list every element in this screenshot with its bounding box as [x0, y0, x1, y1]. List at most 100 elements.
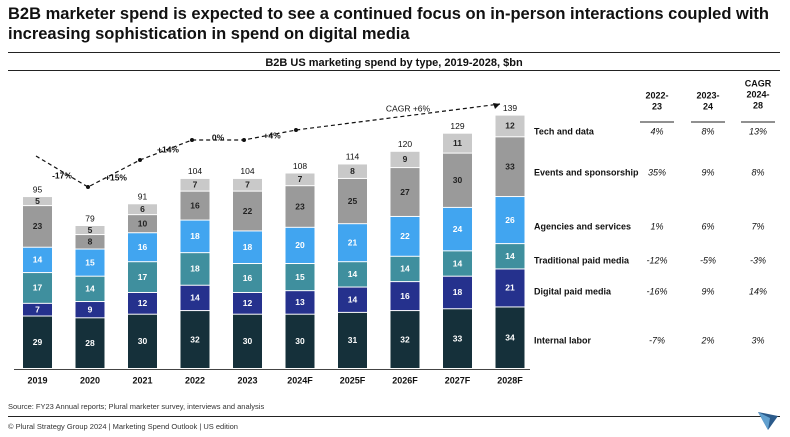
bar-value-label: 34 — [505, 332, 515, 342]
bar-value-label: 24 — [453, 224, 463, 234]
bar-segment — [495, 137, 525, 197]
growth-header: 2023- — [696, 90, 719, 100]
bar-segment — [443, 133, 472, 153]
growth-header: 2024- — [746, 89, 769, 99]
bar-segment — [443, 276, 472, 309]
bar-segment — [495, 244, 525, 269]
bar-segment — [233, 292, 262, 314]
bar-total-label: 104 — [188, 166, 202, 176]
bar-value-label: 8 — [350, 166, 355, 176]
bar-segment — [443, 251, 472, 276]
growth-value: -12% — [646, 255, 667, 265]
growth-value: 9% — [701, 286, 714, 296]
subtitle-divider — [8, 70, 780, 71]
x-tick-label: 2028F — [497, 375, 523, 385]
bar-segment — [443, 153, 472, 207]
bar-segment — [233, 178, 262, 191]
bar-value-label: 14 — [348, 294, 358, 304]
bar-value-label: 14 — [190, 293, 200, 303]
bar-value-label: 13 — [295, 297, 305, 307]
bar-value-label: 28 — [85, 338, 95, 348]
legend-label: Internal labor — [534, 335, 592, 345]
bar-value-label: 32 — [400, 334, 410, 344]
bar-segment — [75, 318, 105, 368]
bar-value-label: 30 — [243, 336, 253, 346]
bar-value-label: 27 — [400, 187, 410, 197]
bar-segment — [23, 273, 52, 303]
bar-total-label: 129 — [450, 121, 464, 131]
bar-segment — [75, 249, 105, 276]
trend-point — [294, 128, 298, 132]
x-tick-label: 2019 — [27, 375, 47, 385]
bar-value-label: 14 — [348, 269, 358, 279]
title-divider — [8, 52, 780, 53]
trend-point — [86, 185, 90, 189]
bar-segment — [180, 253, 210, 285]
bar-value-label: 15 — [295, 272, 305, 282]
bar-value-label: 18 — [190, 264, 200, 274]
bar-value-label: 33 — [505, 161, 515, 171]
bar-total-label: 91 — [138, 192, 148, 202]
bar-segment — [495, 197, 525, 244]
bar-value-label: 17 — [33, 283, 43, 293]
bar-value-label: 11 — [453, 138, 462, 148]
bar-value-label: 29 — [33, 337, 43, 347]
bar-segment — [23, 197, 52, 206]
growth-value: 7% — [751, 221, 764, 231]
bar-segment — [338, 224, 367, 262]
bar-value-label: 30 — [138, 336, 148, 346]
x-tick-label: 2025F — [340, 375, 366, 385]
bar-value-label: 10 — [138, 218, 148, 228]
bar-value-label: 17 — [138, 272, 148, 282]
bar-segment — [338, 287, 367, 312]
bar-value-label: 32 — [190, 334, 200, 344]
bar-value-label: 9 — [403, 154, 408, 164]
bar-total-label: 104 — [240, 166, 254, 176]
bar-value-label: 12 — [243, 298, 253, 308]
bar-value-label: 16 — [243, 273, 253, 283]
x-tick-label: 2027F — [445, 375, 471, 385]
bar-value-label: 14 — [85, 284, 95, 294]
bar-value-label: 16 — [190, 200, 200, 210]
bar-segment — [338, 178, 367, 224]
bar-value-label: 14 — [400, 264, 410, 274]
bar-segment — [128, 215, 157, 233]
bar-segment — [495, 307, 525, 368]
plural-logo-icon — [756, 410, 780, 437]
bar-segment — [233, 231, 262, 264]
bar-segment — [338, 262, 367, 287]
bar-value-label: 30 — [295, 336, 305, 346]
bar-total-label: 108 — [293, 161, 307, 171]
bar-segment — [75, 235, 105, 249]
bar-segment — [390, 151, 420, 168]
growth-value: 13% — [749, 126, 767, 136]
trend-annotation: -17% — [52, 170, 72, 180]
bar-segment — [285, 264, 315, 291]
footer-text: © Plural Strategy Group 2024 | Marketing… — [8, 422, 238, 431]
bar-value-label: 26 — [505, 215, 515, 225]
growth-value: 1% — [650, 221, 663, 231]
bar-segment — [75, 276, 105, 302]
bar-segment — [128, 292, 157, 314]
bar-segment — [390, 282, 420, 311]
trend-point — [190, 138, 194, 142]
bar-value-label: 25 — [348, 196, 358, 206]
bar-value-label: 7 — [35, 304, 40, 314]
bar-segment — [180, 311, 210, 368]
bar-segment — [338, 312, 367, 368]
bar-total-label: 114 — [346, 152, 360, 162]
chart-title: B2B US marketing spend by type, 2019-202… — [265, 57, 523, 69]
growth-value: 35% — [648, 167, 666, 177]
bar-segment — [390, 168, 420, 216]
bar-value-label: 5 — [88, 225, 93, 235]
growth-value: -16% — [646, 286, 667, 296]
bar-segment — [443, 309, 472, 368]
bar-total-label: 120 — [398, 139, 412, 149]
growth-value: 8% — [701, 126, 714, 136]
bar-segment — [128, 262, 157, 292]
bar-value-label: 22 — [243, 206, 253, 216]
bar-value-label: 20 — [295, 240, 305, 250]
bar-value-label: 18 — [453, 287, 463, 297]
growth-value: 2% — [700, 335, 714, 345]
